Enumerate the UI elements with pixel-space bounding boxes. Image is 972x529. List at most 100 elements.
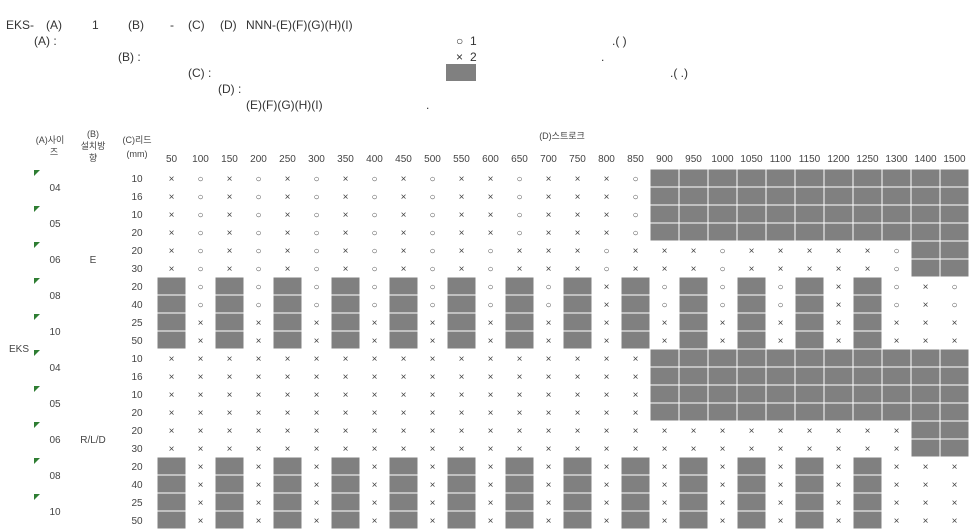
size-label: 08 (49, 291, 61, 302)
unavailable-mark: × (314, 372, 320, 383)
unavailable-mark: × (372, 426, 378, 437)
available-mark: ○ (313, 174, 319, 185)
unavailable-mark: × (604, 426, 610, 437)
na-cell (330, 492, 361, 512)
unavailable-mark: × (604, 480, 610, 491)
na-cell (272, 474, 303, 494)
stroke-header: 150 (221, 154, 238, 165)
na-cell (388, 492, 419, 512)
na-cell (823, 168, 854, 188)
na-cell (272, 312, 303, 332)
stroke-header: 450 (395, 154, 412, 165)
na-cell (330, 276, 361, 296)
lead-value: 10 (131, 174, 143, 185)
na-cell (214, 456, 245, 476)
legend-cross-period: . (601, 50, 605, 64)
unavailable-mark: × (314, 354, 320, 365)
not-available-swatch (446, 64, 476, 81)
unavailable-mark: × (430, 444, 436, 455)
unavailable-mark: × (749, 246, 755, 257)
unavailable-mark: × (575, 354, 581, 365)
na-cell (620, 456, 651, 476)
unavailable-mark: × (430, 318, 436, 329)
unavailable-mark: × (836, 462, 842, 473)
na-cell (214, 510, 245, 529)
available-mark: ○ (313, 210, 319, 221)
na-cell (707, 384, 738, 404)
unavailable-mark: × (952, 336, 958, 347)
unavailable-mark: × (169, 408, 175, 419)
na-cell (852, 384, 883, 404)
unavailable-mark: × (256, 390, 262, 401)
unavailable-mark: × (662, 336, 668, 347)
unavailable-mark: × (488, 390, 494, 401)
unavailable-mark: × (575, 228, 581, 239)
na-cell (678, 402, 709, 422)
na-cell (504, 276, 535, 296)
unavailable-mark: × (923, 480, 929, 491)
unavailable-mark: × (807, 426, 813, 437)
marker-triangle (34, 242, 40, 248)
na-cell (156, 330, 187, 350)
unavailable-mark: × (256, 480, 262, 491)
na-cell (678, 510, 709, 529)
na-cell (156, 294, 187, 314)
legend-e-label: (E)(F)(G)(H)(I) (246, 98, 323, 112)
unavailable-mark: × (372, 372, 378, 383)
lead-value: 40 (131, 300, 143, 311)
available-mark: ○ (197, 228, 203, 239)
na-cell (910, 384, 941, 404)
unavailable-mark: × (256, 498, 262, 509)
unavailable-mark: × (836, 480, 842, 491)
na-cell (446, 312, 477, 332)
unavailable-mark: × (923, 516, 929, 527)
size-label: 04 (49, 183, 61, 194)
unavailable-mark: × (546, 318, 552, 329)
unavailable-mark: × (488, 480, 494, 491)
na-cell (707, 348, 738, 368)
unavailable-mark: × (314, 426, 320, 437)
marker-triangle (34, 494, 40, 500)
na-cell (388, 312, 419, 332)
unavailable-mark: × (227, 354, 233, 365)
available-mark: ○ (429, 300, 435, 311)
available-mark: ○ (371, 300, 377, 311)
unavailable-mark: × (517, 444, 523, 455)
na-cell (649, 366, 680, 386)
unavailable-mark: × (314, 318, 320, 329)
unavailable-mark: × (604, 210, 610, 221)
available-mark: ○ (516, 174, 522, 185)
unavailable-mark: × (169, 264, 175, 275)
stroke-header: 550 (453, 154, 470, 165)
unavailable-mark: × (198, 318, 204, 329)
unavailable-mark: × (836, 246, 842, 257)
unavailable-mark: × (662, 426, 668, 437)
marker-triangle (34, 386, 40, 392)
na-cell (446, 276, 477, 296)
na-cell (504, 492, 535, 512)
marker-triangle (34, 206, 40, 212)
available-mark: ○ (632, 192, 638, 203)
na-cell (330, 330, 361, 350)
na-cell (678, 384, 709, 404)
available-mark: ○ (429, 192, 435, 203)
unavailable-mark: × (807, 444, 813, 455)
unavailable-mark: × (604, 372, 610, 383)
stroke-header: 300 (308, 154, 325, 165)
unavailable-mark: × (865, 444, 871, 455)
unavailable-mark: × (314, 336, 320, 347)
lead-value: 10 (131, 390, 143, 401)
na-cell (707, 366, 738, 386)
header-direction: 향 (89, 152, 97, 163)
unavailable-mark: × (227, 390, 233, 401)
unavailable-mark: × (343, 408, 349, 419)
unavailable-mark: × (546, 444, 552, 455)
na-cell (707, 168, 738, 188)
na-cell (794, 276, 825, 296)
unavailable-mark: × (575, 210, 581, 221)
available-mark: ○ (777, 300, 783, 311)
formula-item: NNN-(E)(F)(G)(H)(I) (246, 18, 353, 32)
available-mark: ○ (371, 174, 377, 185)
unavailable-mark: × (720, 444, 726, 455)
na-cell (272, 492, 303, 512)
